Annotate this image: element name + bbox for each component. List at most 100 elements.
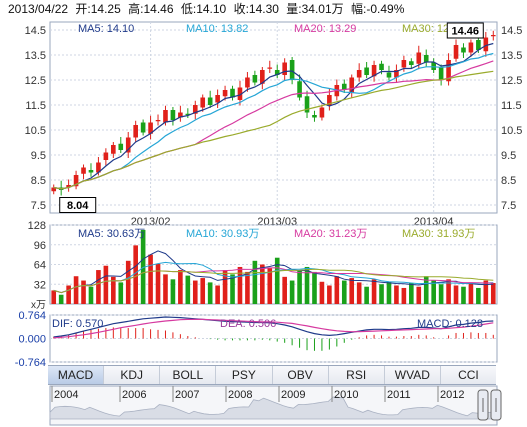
vol-ma5-line [53, 250, 494, 294]
header-close: 14.30 [249, 2, 279, 16]
volume-tick: 32 [34, 279, 46, 291]
volume-bar [364, 286, 369, 304]
price-tick-left: 7.5 [31, 200, 46, 212]
volume-bar [476, 287, 481, 304]
candle-body [312, 115, 317, 118]
candle-body [394, 70, 399, 78]
price-tick-left: 13.5 [25, 50, 46, 62]
candle-body [118, 143, 124, 150]
volume-bar [490, 283, 496, 304]
price-tick-right: 13.5 [501, 50, 522, 62]
macd-tick: -0.764 [15, 357, 46, 369]
volume-tick: 96 [34, 240, 46, 252]
candle-body [476, 40, 481, 50]
volume-tick: 64 [34, 260, 46, 272]
price-legend-item: MA5: 14.10 [78, 23, 134, 35]
tab-macd[interactable]: MACD [48, 366, 105, 384]
candle-body [379, 63, 384, 70]
volume-bar [96, 270, 101, 304]
candle-body [297, 81, 302, 98]
tab-cci[interactable]: CCI [458, 368, 479, 382]
candle-body [453, 45, 459, 59]
price-legend-item: MA10: 13.82 [186, 23, 248, 35]
tab-wvad[interactable]: WVAD [385, 366, 441, 384]
tab-boll[interactable]: BOLL [160, 366, 217, 384]
candle-body [245, 77, 250, 88]
ma10-line [53, 52, 494, 190]
price-tick-left: 9.5 [31, 150, 46, 162]
volume-bar [245, 271, 250, 304]
volume-bar [379, 284, 384, 304]
indicator-tabs: MACD KDJ BOLL PSY OBV RSI WVAD CCI [48, 365, 496, 385]
timeline-year-label: 2006 [122, 389, 146, 401]
candle-body [304, 96, 310, 113]
candle-body [490, 35, 496, 37]
price-tick-left: 10.5 [25, 125, 46, 137]
ma30-line [53, 70, 494, 190]
macd-legend-item: DIF: 0.570 [52, 318, 103, 330]
volume-bar [394, 285, 399, 304]
tab-rsi[interactable]: RSI [329, 366, 385, 384]
timeline-navigator[interactable]: 2004 2006 2007 2008 2009 2010 2011 2012 [49, 385, 502, 426]
volume-bar [73, 276, 79, 304]
volume-bar [185, 275, 191, 304]
volume-panel: 128 96 64 32 x万 MA5: 30.63万 MA10: 30.93万 MA20: … [28, 220, 498, 311]
price-plot-frame [49, 21, 498, 214]
candle-body [66, 185, 71, 188]
volume-bar [81, 280, 86, 304]
candle-body [267, 67, 273, 69]
volume-bar [66, 285, 71, 304]
volume-bar [103, 265, 109, 304]
volume-bar [312, 271, 317, 304]
candle-body [274, 70, 280, 75]
candle-body [230, 88, 235, 98]
volume-bar [319, 281, 325, 304]
timeline-year-label: 2010 [334, 389, 358, 401]
volume-bar [252, 260, 258, 304]
timeline-year-label: 2012 [440, 389, 464, 401]
volume-bar [282, 276, 287, 304]
tab-obv[interactable]: OBV [273, 366, 329, 384]
volume-bar [192, 280, 198, 304]
candle-body [349, 77, 355, 93]
volume-bar [163, 274, 168, 304]
volume-legend-item: MA10: 30.93万 [186, 228, 259, 240]
volume-bar [155, 263, 161, 304]
volume-bar [222, 270, 228, 304]
timeline-year-label: 2011 [387, 389, 411, 401]
volume-bar [334, 276, 340, 304]
volume-bar [438, 284, 444, 304]
candle-body [483, 37, 489, 52]
candle-body [260, 70, 265, 84]
volume-bar [356, 282, 362, 304]
volume-bar [341, 280, 347, 304]
volume-bar [170, 279, 176, 304]
candle-body [364, 67, 369, 75]
volume-bar [409, 283, 414, 304]
volume-tick: 128 [28, 220, 46, 232]
candle-body [252, 75, 258, 83]
candle-body [416, 52, 422, 64]
tab-kdj[interactable]: KDJ [104, 366, 161, 384]
price-annotation-box [446, 22, 484, 39]
candle-body [163, 110, 168, 123]
candle-body [200, 97, 206, 108]
volume-bar [371, 279, 377, 304]
volume-legend-item: MA5: 30.63万 [78, 228, 145, 240]
volume-bar [215, 285, 220, 304]
candle-body [282, 62, 287, 75]
volume-bar [88, 286, 94, 304]
price-tick-right: 8.5 [501, 175, 516, 187]
tab-psy[interactable]: PSY [216, 366, 273, 384]
price-annotation-label: 8.04 [67, 200, 89, 212]
price-tick-right: 9.5 [501, 150, 516, 162]
header-change: -0.49% [366, 2, 404, 16]
candle-body [103, 152, 109, 160]
volume-bar [304, 266, 310, 304]
candle-body [386, 72, 392, 78]
candle-body [215, 95, 220, 103]
timeline-year-label: 2008 [228, 389, 252, 401]
volume-bar [431, 280, 436, 304]
macd-legend-item: MACD: 0.128 [417, 318, 483, 330]
volume-bar [461, 286, 466, 304]
